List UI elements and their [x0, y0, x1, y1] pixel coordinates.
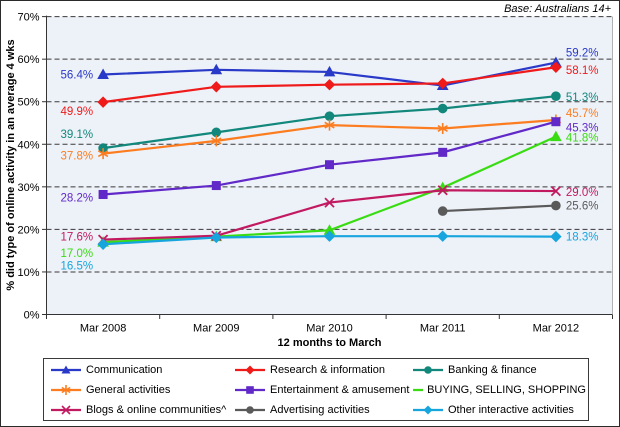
series-marker — [550, 130, 562, 142]
legend-marker-icon — [51, 365, 81, 373]
legend-item: Blogs & online communities^ — [50, 400, 234, 419]
data-label: 49.9% — [60, 106, 93, 118]
series-marker — [550, 185, 562, 197]
series-marker — [551, 200, 561, 211]
data-label: 45.7% — [566, 108, 599, 120]
legend-label: Advertising activities — [270, 403, 370, 416]
series-marker — [437, 206, 448, 216]
data-label: 25.6% — [566, 201, 599, 213]
legend-label: General activities — [86, 383, 171, 396]
data-label: 51.3% — [566, 92, 599, 104]
y-tick-label: 20% — [17, 224, 39, 236]
y-tick-label: 40% — [17, 139, 39, 151]
y-tick-label: 60% — [17, 54, 39, 66]
x-tick-label: Mar 2012 — [533, 323, 579, 335]
legend-marker-icon — [51, 404, 81, 415]
data-label: 16.5% — [60, 260, 93, 272]
series-marker — [97, 238, 109, 250]
x-tick-label: Mar 2008 — [80, 323, 126, 335]
series-marker — [97, 68, 109, 79]
x-tick-label: Mar 2011 — [420, 323, 466, 335]
data-label: 37.8% — [60, 151, 93, 163]
series-marker — [325, 160, 334, 170]
data-label: 17.6% — [60, 232, 93, 244]
series-marker — [210, 231, 223, 244]
series-marker — [550, 230, 562, 243]
legend: Communication Research & information Banki… — [43, 358, 589, 421]
x-tick-label: Mar 2010 — [306, 323, 352, 335]
data-label: 28.2% — [60, 192, 93, 204]
legend-marker-icon — [51, 384, 81, 395]
legend-item: Advertising activities — [234, 400, 412, 419]
series-marker — [551, 117, 561, 127]
series-marker — [436, 77, 449, 90]
data-label: 56.4% — [60, 69, 93, 81]
y-tick-label: 50% — [17, 97, 39, 109]
y-tick-label: 70% — [17, 12, 39, 24]
series-marker — [323, 230, 336, 242]
data-label: 39.1% — [60, 129, 93, 141]
series-marker — [437, 185, 448, 196]
x-axis-title: 12 months to March — [277, 337, 382, 349]
series-marker — [437, 103, 448, 114]
data-label: 29.0% — [566, 187, 599, 199]
legend-item: BUYING, SELLING, SHOPPING — [412, 380, 586, 399]
legend-label: BUYING, SELLING, SHOPPING — [427, 383, 586, 396]
series-marker — [211, 137, 222, 145]
series-marker — [97, 96, 109, 108]
legend-item: Communication — [50, 360, 234, 379]
series-marker — [323, 65, 336, 77]
series-marker — [97, 150, 109, 158]
legend-marker-icon — [235, 365, 265, 374]
series-marker — [98, 189, 108, 199]
legend-marker-icon — [413, 405, 443, 414]
series-marker — [438, 147, 448, 157]
series-marker — [324, 121, 335, 129]
series-marker — [551, 91, 561, 101]
legend-label: Blogs & online communities^ — [86, 403, 227, 416]
series-marker — [324, 111, 335, 121]
legend-marker-icon — [235, 385, 265, 394]
legend-label: Banking & finance — [448, 363, 537, 376]
legend-label: Entertainment & amusement — [270, 383, 410, 396]
legend-item: Research & information — [234, 360, 412, 379]
data-label: 41.8% — [566, 133, 599, 145]
series-marker — [323, 78, 336, 91]
legend-item: General activities — [50, 380, 234, 399]
series-marker — [210, 81, 223, 93]
series-line — [442, 204, 556, 213]
legend-label: Other interactive activities — [448, 403, 574, 416]
series-marker — [436, 230, 449, 242]
legend-item: Banking & finance — [412, 360, 586, 379]
legend-item: Other interactive activities — [412, 400, 586, 419]
data-label: 59.2% — [566, 48, 599, 60]
legend-marker-icon — [235, 405, 265, 414]
data-label: 58.1% — [566, 65, 599, 77]
data-label: 18.3% — [566, 232, 599, 244]
y-tick-label: 0% — [24, 310, 40, 322]
y-tick-label: 10% — [17, 267, 39, 279]
legend-marker-icon — [413, 365, 443, 374]
series-marker — [550, 61, 562, 73]
series-marker — [211, 127, 222, 138]
legend-label: Communication — [86, 363, 163, 376]
series-marker — [210, 63, 223, 75]
legend-label: Research & information — [270, 363, 385, 376]
series-marker — [324, 197, 335, 208]
x-tick-label: Mar 2009 — [193, 323, 239, 335]
legend-item: Entertainment & amusement — [234, 380, 412, 399]
series-marker — [437, 125, 448, 133]
data-label: 45.3% — [566, 123, 599, 135]
data-label: 17.0% — [60, 248, 93, 260]
base-note: Base: Australians 14+ — [504, 3, 611, 15]
series-marker — [211, 181, 221, 191]
y-tick-label: 30% — [17, 182, 39, 194]
legend-marker-icon — [413, 388, 424, 391]
